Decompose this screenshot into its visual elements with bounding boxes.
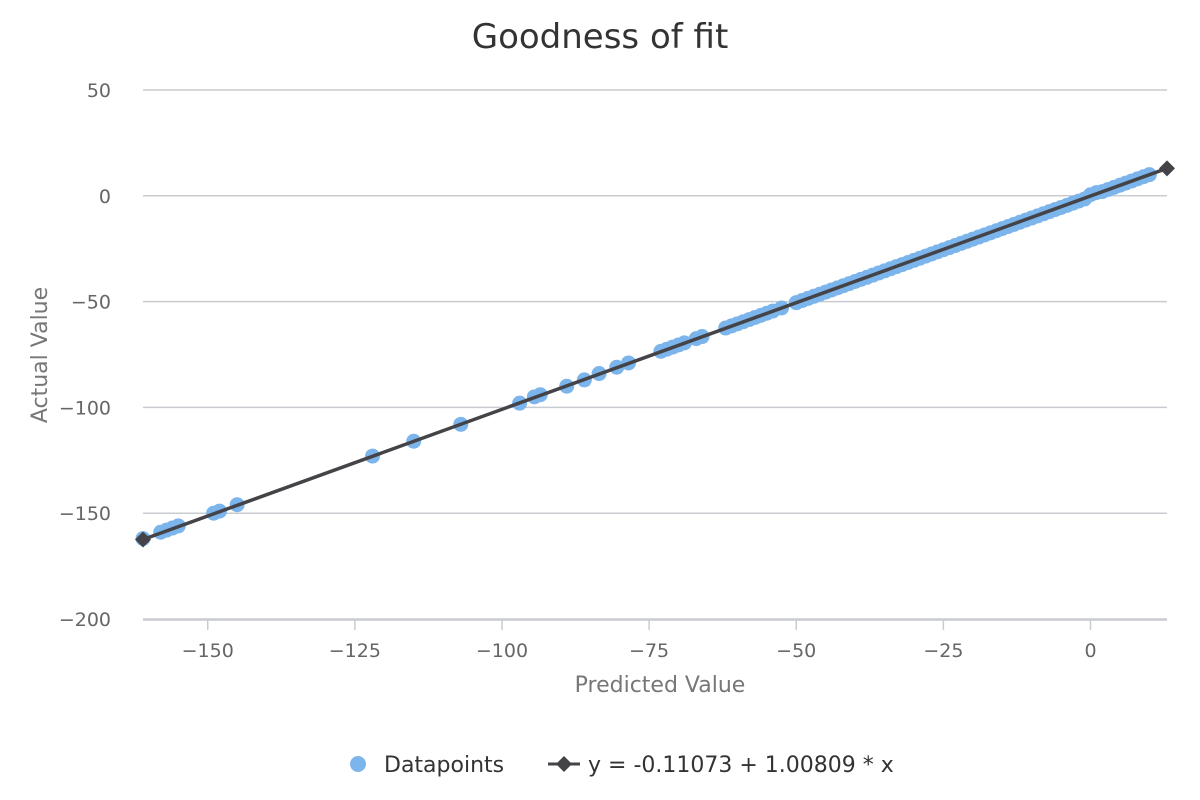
x-tick-label: −125: [329, 640, 381, 662]
y-tick-label: −200: [59, 609, 111, 631]
y-tick-label: −150: [59, 503, 111, 525]
legend-datapoints-marker: [350, 756, 366, 772]
y-tick-label: 0: [99, 186, 111, 208]
y-tick-label: −50: [71, 292, 111, 314]
legend: Datapoints y = -0.11073 + 1.00809 * x: [350, 753, 894, 778]
x-axis-ticks: −150 −125 −100 −75 −50 −25 0: [182, 620, 1097, 662]
legend-item-datapoints[interactable]: Datapoints: [350, 753, 504, 778]
legend-datapoints-label: Datapoints: [384, 753, 504, 778]
x-tick-label: −25: [923, 640, 963, 662]
fit-line-endpoint-marker[interactable]: [135, 531, 151, 548]
x-tick-label: −50: [776, 640, 816, 662]
legend-fit-line-marker: [556, 756, 572, 772]
x-tick-label: −100: [476, 640, 528, 662]
x-axis-title: Predicted Value: [575, 673, 746, 698]
y-tick-label: 50: [87, 80, 111, 102]
fit-line: [142, 166, 1168, 542]
x-tick-label: −150: [182, 640, 234, 662]
legend-item-fit-line[interactable]: y = -0.11073 + 1.00809 * x: [548, 753, 894, 778]
legend-fit-line-label: y = -0.11073 + 1.00809 * x: [588, 753, 894, 778]
y-axis-title: Actual Value: [28, 287, 53, 423]
y-tick-label: −100: [59, 397, 111, 419]
x-tick-label: −75: [629, 640, 669, 662]
y-axis-ticks: 50 0 −50 −100 −150 −200: [59, 80, 111, 631]
gridlines: [143, 89, 1167, 621]
chart-title: Goodness of fit: [472, 17, 729, 57]
x-tick-label: 0: [1084, 640, 1096, 662]
fit-line-series: [135, 160, 1175, 548]
fit-line-endpoint-marker[interactable]: [1159, 160, 1175, 177]
